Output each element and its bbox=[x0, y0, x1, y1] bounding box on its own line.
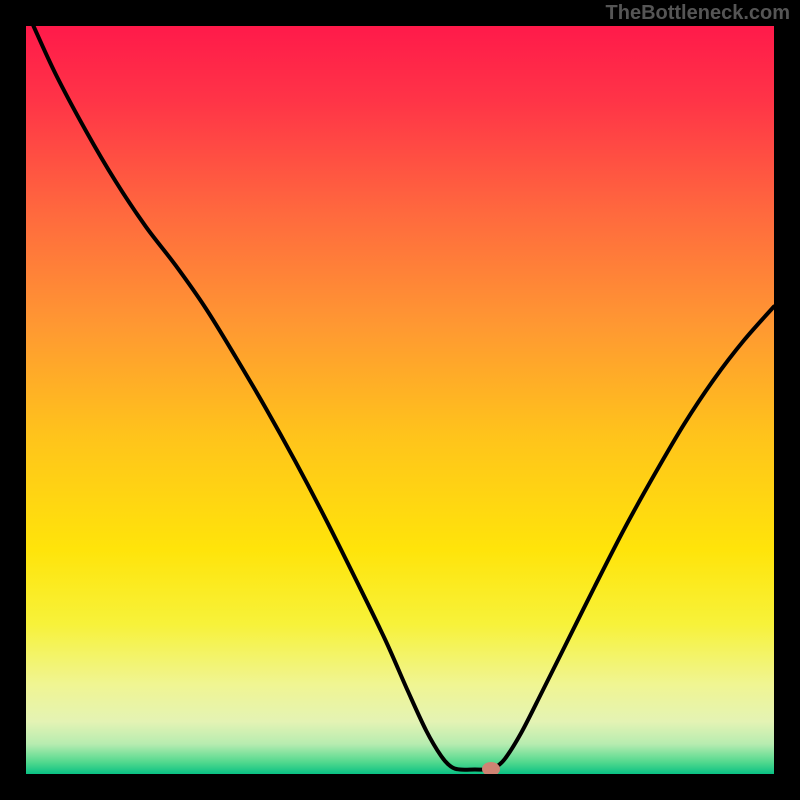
curve-path bbox=[33, 26, 774, 770]
plot-area bbox=[26, 26, 774, 774]
attribution-label: TheBottleneck.com bbox=[606, 2, 790, 25]
bottleneck-curve bbox=[26, 26, 774, 774]
chart-container: TheBottleneck.com bbox=[0, 0, 800, 800]
optimal-point-marker bbox=[482, 762, 500, 774]
